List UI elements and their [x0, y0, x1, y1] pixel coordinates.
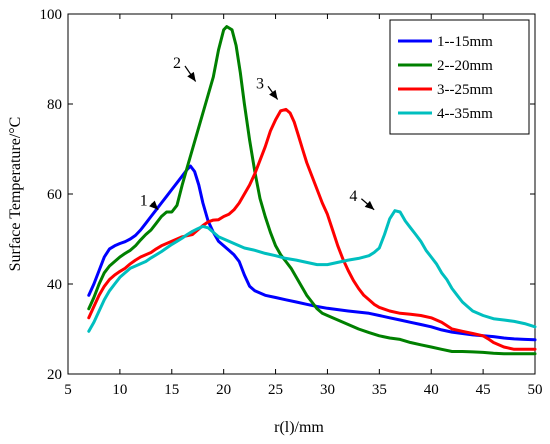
x-tick-label: 25 — [268, 382, 283, 398]
callout-arrowhead-2 — [187, 71, 196, 82]
legend-label-4: 4--35mm — [437, 106, 493, 122]
series-layer — [87, 25, 537, 356]
x-tick-label: 5 — [64, 382, 72, 398]
y-axis-label: Surface Temperature/°C — [7, 117, 24, 272]
callout-arrowhead-1 — [149, 200, 159, 210]
x-tick-label: 30 — [320, 382, 335, 398]
legend: 1--15mm 2--20mm 3--25mm 4--35mm — [389, 19, 530, 135]
x-tick-label: 45 — [476, 382, 491, 398]
legend-label-3: 3--25mm — [437, 82, 493, 98]
callout-arrowhead-4 — [364, 200, 375, 210]
x-tick-label: 50 — [528, 382, 543, 398]
series-line-3 — [87, 107, 537, 351]
callout-label-1: 1 — [140, 192, 148, 209]
x-axis-label: r(l)/mm — [274, 419, 324, 436]
y-tick-label: 20 — [47, 367, 62, 383]
y-tick-label: 40 — [47, 277, 62, 293]
x-tick-label: 10 — [112, 382, 127, 398]
x-tick-label: 35 — [372, 382, 387, 398]
y-tick-label: 60 — [47, 187, 62, 203]
legend-label-2: 2--20mm — [437, 58, 493, 74]
x-tick-label: 20 — [216, 382, 231, 398]
annotation-layer: 1 2 3 4 — [140, 55, 375, 211]
y-tick-label: 100 — [40, 7, 63, 23]
callout-label-2: 2 — [173, 55, 181, 72]
callout-arrowhead-3 — [269, 89, 278, 100]
callout-label-3: 3 — [256, 75, 264, 92]
legend-box — [389, 19, 530, 135]
tick-layer: 5 10 15 20 25 30 35 40 45 50 20 40 60 80 100 — [40, 7, 543, 398]
y-tick-label: 80 — [47, 97, 62, 113]
x-tick-label: 15 — [164, 382, 179, 398]
x-tick-label: 40 — [424, 382, 439, 398]
series-line-4 — [87, 209, 537, 333]
series-line-2 — [87, 25, 537, 356]
legend-label-1: 1--15mm — [437, 34, 493, 50]
callout-label-4: 4 — [349, 188, 357, 205]
series-line-1 — [87, 164, 537, 342]
